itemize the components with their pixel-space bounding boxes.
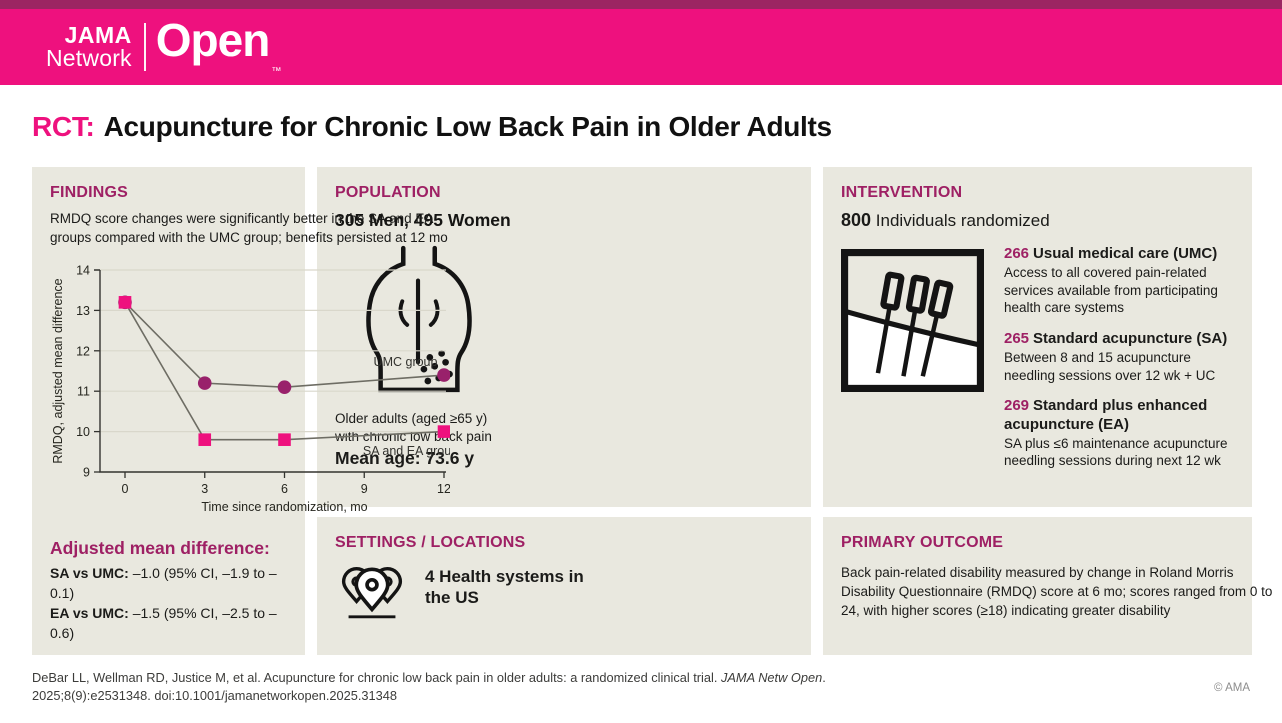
logo-divider <box>143 23 146 71</box>
svg-text:12: 12 <box>437 482 450 496</box>
randomized-count: 800 <box>841 210 872 230</box>
findings-chart: 9 10 11 12 13 14 0 3 6 9 12 Time since randomizatio… <box>51 264 464 515</box>
jama-network-wordmark: JAMA Network <box>46 24 132 70</box>
network-wordmark: Network <box>46 45 132 71</box>
comparison-ea-value: –1.5 (95% CI, –2.5 to –0.6) <box>50 605 277 641</box>
intervention-count-line: 800 Individuals randomized <box>841 210 1234 231</box>
comparison-sa-value: –1.0 (95% CI, –1.9 to –0.1) <box>50 565 277 602</box>
settings-panel: SETTINGS / LOCATIONS <box>317 517 811 655</box>
title-prefix-rct: RCT: <box>32 111 95 142</box>
comparison-ea-umc: EA vs UMC: –1.5 (95% CI, –2.5 to –0.6) <box>50 604 287 644</box>
jama-wordmark: JAMA <box>64 22 132 48</box>
citation-line2: 2025;8(9):e2531348. doi:10.1001/jamanetw… <box>32 687 398 703</box>
panel-grid: POPULATION 305 Men, 495 Women Older adul… <box>32 167 1272 655</box>
population-description: Older adults (aged ≥65 y) with chronic l… <box>335 410 793 446</box>
comparison-sa-label: SA vs UMC: <box>50 565 129 582</box>
group-umc-name: Usual medical care (UMC) <box>1033 245 1218 262</box>
population-panel: POPULATION 305 Men, 495 Women Older adul… <box>317 167 811 507</box>
group-sa-desc: Between 8 and 15 acupuncture needling se… <box>1004 350 1216 383</box>
group-umc: 266 Usual medical care (UMC) Access to al… <box>1004 245 1234 317</box>
back-pain-icon <box>357 245 793 398</box>
population-counts: 305 Men, 495 Women <box>335 210 511 230</box>
svg-text:13: 13 <box>76 304 90 318</box>
title-text: Acupuncture for Chronic Low Back Pain in… <box>103 111 833 142</box>
primary-outcome-panel: PRIMARY OUTCOME Back pain-related disabi… <box>823 517 1272 655</box>
findings-summary: RMDQ score changes were significantly be… <box>50 211 448 245</box>
group-sa-name: Standard acupuncture (SA) <box>1033 329 1228 347</box>
comparison-ea-label: EA vs UMC: <box>50 605 129 621</box>
findings-heading: FINDINGS <box>50 184 129 201</box>
ama-copyright: © AMA <box>1214 682 1250 695</box>
svg-text:11: 11 <box>77 385 90 399</box>
settings-heading: SETTINGS / LOCATIONS <box>335 534 526 551</box>
svg-text:UMC group: UMC group <box>374 355 438 369</box>
group-sa-n: 265 <box>1004 329 1030 347</box>
group-ea-desc: SA plus ≤6 maintenance acupuncture needl… <box>1004 435 1228 469</box>
settings-text: 4 Health systems in the US <box>425 567 584 608</box>
svg-text:12: 12 <box>76 345 90 359</box>
group-sa: 265 Standard acupuncture (SA) Between 8 a… <box>1004 330 1234 384</box>
svg-text:0: 0 <box>122 482 129 496</box>
primary-outcome-heading: PRIMARY OUTCOME <box>841 534 1004 551</box>
population-desc-line1: Older adults (aged ≥65 y) <box>335 411 488 426</box>
findings-panel: FINDINGS RMDQ score changes were signifi… <box>32 167 464 655</box>
group-umc-n: 266 <box>1004 245 1030 262</box>
group-umc-desc: Access to all covered pain-related servi… <box>1004 265 1218 316</box>
top-accent-strip <box>0 0 1282 9</box>
group-ea: 269 Standard plus enhanced acupuncture (E… <box>1004 397 1234 470</box>
svg-text:9: 9 <box>83 466 90 480</box>
svg-text:SA and EA groups: SA and EA groups <box>363 444 450 458</box>
footer: DeBar LL, Wellman RD, Justice M, et al. … <box>32 669 1252 704</box>
population-heading: POPULATION <box>335 184 441 201</box>
randomized-count-label: Individuals randomized <box>875 211 1050 230</box>
trademark-symbol: ™ <box>271 66 281 77</box>
open-wordmark: Open™ <box>155 14 282 77</box>
adjusted-mean-difference: Adjusted mean difference: SA vs UMC: –1.… <box>50 538 287 644</box>
citation: DeBar LL, Wellman RD, Justice M, et al. … <box>32 670 826 703</box>
svg-text:RMDQ, adjusted mean difference: RMDQ, adjusted mean difference <box>51 279 65 464</box>
jama-network-open-logo: JAMA Network Open™ <box>46 14 282 77</box>
group-ea-n: 269 <box>1004 397 1030 415</box>
svg-text:3: 3 <box>201 482 208 496</box>
population-mean-age: Mean age: 73.6 y <box>335 447 475 468</box>
population-desc-line2: with chronic low back pain <box>335 428 492 444</box>
page-title: RCT: Acupuncture for Chronic Low Back Pai… <box>32 111 1252 143</box>
intervention-heading: INTERVENTION <box>841 184 963 201</box>
acupuncture-needles-icon <box>841 245 1004 483</box>
jama-header-band: JAMA Network Open™ <box>0 9 1282 85</box>
map-pins-icon <box>335 560 409 633</box>
group-ea-name: Standard plus enhanced acupuncture (EA) <box>1004 397 1208 433</box>
svg-text:10: 10 <box>76 425 90 439</box>
primary-outcome-text: Back pain-related disability measured by… <box>841 565 1273 618</box>
svg-text:14: 14 <box>76 264 90 278</box>
adjusted-heading: Adjusted mean difference: <box>50 538 270 559</box>
comparison-sa-umc: SA vs UMC: –1.0 (95% CI, –1.9 to –0.1) <box>50 564 287 604</box>
svg-text:9: 9 <box>361 482 368 496</box>
citation-journal: JAMA Netw Open <box>720 670 823 685</box>
svg-text:6: 6 <box>281 482 288 496</box>
svg-text:Time since randomization, mo: Time since randomization, mo <box>201 500 367 513</box>
intervention-groups: 266 Usual medical care (UMC) Access to al… <box>1004 245 1234 483</box>
intervention-panel: INTERVENTION 800 Individuals randomized <box>823 167 1252 507</box>
